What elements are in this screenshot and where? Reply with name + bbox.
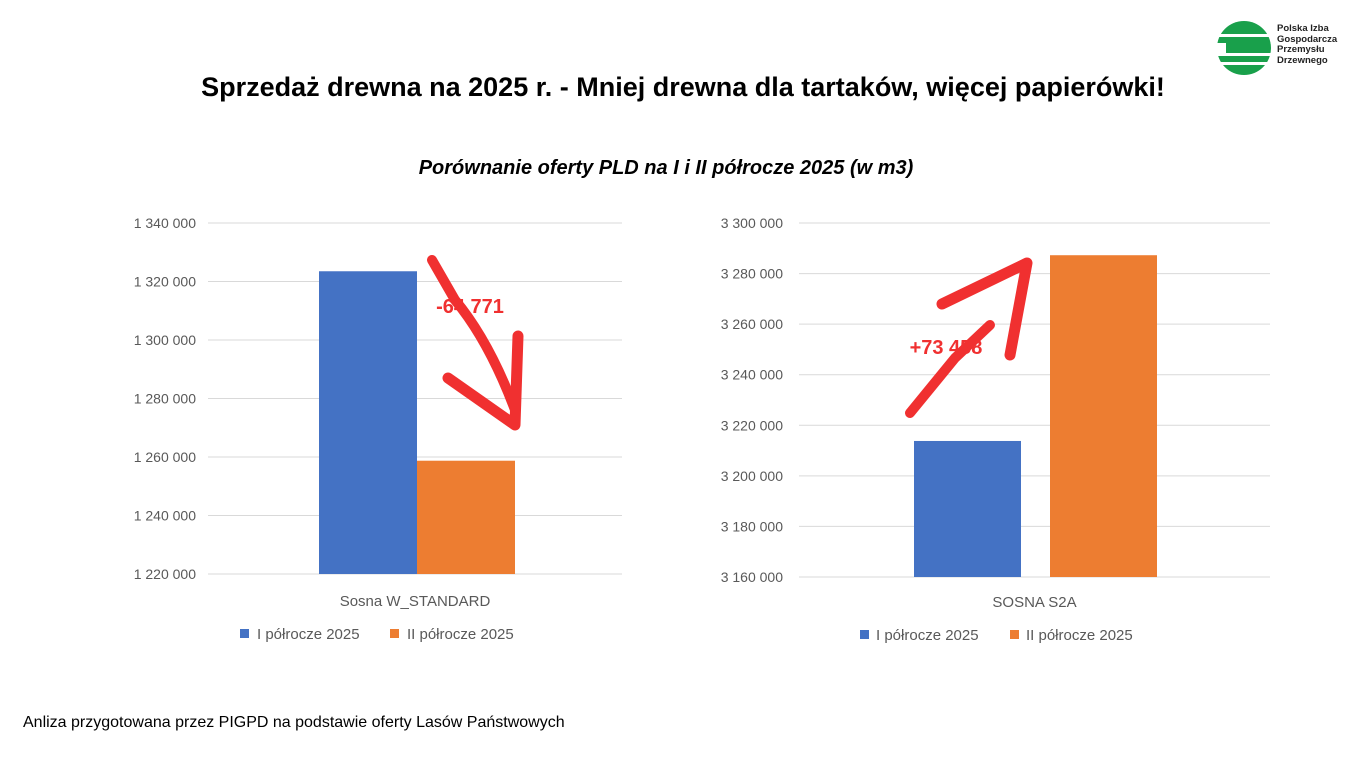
y-tick-label: 3 160 000 xyxy=(721,569,783,585)
charts-canvas: 1 220 000 1 240 000 1 260 000 1 280 000 1 30… xyxy=(134,215,1270,644)
logo-text: Polska Izba Gospodarcza Przemysłu Drzewn… xyxy=(1277,23,1338,66)
category-label: Sosna W_STANDARD xyxy=(340,593,491,610)
change-annotation: -64 771 xyxy=(436,296,504,318)
bar-1 xyxy=(319,271,417,574)
pigpd-logo: Polska Izba Gospodarcza Przemysłu Drzewn… xyxy=(1214,20,1364,76)
bar-2 xyxy=(417,460,515,574)
logo-line: Gospodarcza xyxy=(1277,33,1338,45)
legend-label: II półrocze 2025 xyxy=(1026,627,1133,644)
y-tick-label: 3 200 000 xyxy=(721,468,783,484)
y-tick-label: 3 260 000 xyxy=(721,316,783,332)
change-arrow-icon xyxy=(427,255,520,415)
y-tick-label: 3 280 000 xyxy=(721,266,783,282)
y-tick-label: 3 220 000 xyxy=(721,417,783,433)
legend-label: II półrocze 2025 xyxy=(407,626,514,643)
bar-2 xyxy=(1050,255,1157,577)
y-tick-label: 1 300 000 xyxy=(134,332,196,348)
arrow-head-icon xyxy=(442,330,524,431)
change-arrow-icon xyxy=(905,320,995,418)
y-tick-label: 1 340 000 xyxy=(134,215,196,231)
y-tick-label: 3 180 000 xyxy=(721,518,783,534)
legend-swatch xyxy=(1010,630,1019,639)
y-tick-label: 1 240 000 xyxy=(134,508,196,524)
bar-1 xyxy=(914,440,1021,577)
y-tick-label: 1 260 000 xyxy=(134,449,196,465)
legend-label: I półrocze 2025 xyxy=(876,627,979,644)
chart-subtitle: Porównanie oferty PLD na I i II półrocze… xyxy=(418,157,914,179)
y-tick-label: 3 300 000 xyxy=(721,215,783,231)
source-note: Anliza przygotowana przez PIGPD na podst… xyxy=(23,714,565,731)
logo-emblem-icon xyxy=(1217,21,1271,75)
logo-line: Drzewnego xyxy=(1277,54,1328,66)
legend-swatch xyxy=(860,630,869,639)
y-tick-label: 1 280 000 xyxy=(134,391,196,407)
legend-label: I półrocze 2025 xyxy=(257,626,360,643)
y-tick-label: 3 240 000 xyxy=(721,367,783,383)
category-label: SOSNA S2A xyxy=(992,594,1076,611)
change-annotation: +73 458 xyxy=(910,337,983,359)
logo-line: Polska Izba xyxy=(1277,23,1329,34)
y-tick-label: 1 220 000 xyxy=(134,566,196,582)
legend-swatch xyxy=(240,629,249,638)
y-tick-label: 1 320 000 xyxy=(134,274,196,290)
page-title: Sprzedaż drewna na 2025 r. - Mniej drewn… xyxy=(201,72,1165,102)
legend-swatch xyxy=(390,629,399,638)
arrow-head-icon xyxy=(936,257,1033,361)
logo-line: Przemysłu xyxy=(1277,44,1325,55)
